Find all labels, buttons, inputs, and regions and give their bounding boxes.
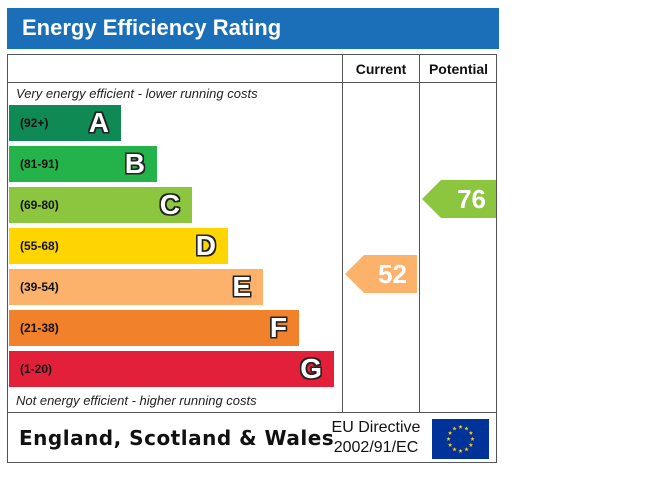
band-letter: G [300, 353, 322, 384]
eu-star [468, 442, 474, 447]
eu-star [447, 442, 453, 447]
eu-star [470, 436, 475, 441]
eu-star [452, 426, 457, 431]
band-letter: C [159, 189, 180, 220]
potential-arrow-polygon [422, 180, 496, 218]
eu-star [468, 430, 474, 435]
eu-flag-icon [432, 419, 489, 459]
band-range: (81-91) [20, 157, 59, 171]
band-range: (92+) [20, 116, 49, 130]
current-rating-arrow: 52 [345, 255, 417, 293]
band-letter: A [88, 107, 109, 138]
band-range: (21-38) [20, 321, 59, 335]
current-rating-value: 52 [378, 259, 407, 289]
eu-star [458, 424, 463, 429]
eu-directive-line2: 2002/91/EC [333, 439, 419, 456]
band-a: (92+) A [9, 105, 121, 141]
eu-star [447, 430, 453, 435]
eu-star [464, 426, 469, 431]
top-note: Very energy efficient - lower running co… [16, 86, 258, 101]
band-range: (1-20) [20, 362, 53, 376]
band-e: (39-54) E [9, 269, 263, 305]
band-letter: B [124, 148, 145, 179]
footer-divider [7, 412, 497, 413]
current-column-header: Current [355, 61, 407, 77]
band-range: (55-68) [20, 239, 59, 253]
band-letter: E [232, 271, 251, 302]
eu-star [464, 447, 469, 452]
band-range: (69-80) [20, 198, 59, 212]
eu-star [452, 447, 457, 452]
band-f: (21-38) F [9, 310, 299, 346]
current-arrow-shape [345, 255, 417, 293]
chart-title: Energy Efficiency Rating [22, 15, 282, 40]
potential-column-divider [419, 54, 420, 412]
header-divider [7, 82, 497, 83]
region-label: England, Scotland & Wales [19, 426, 335, 450]
eu-star [458, 448, 463, 453]
title-bar: Energy Efficiency Rating [7, 8, 499, 49]
band-d: (55-68) D [9, 228, 228, 264]
potential-column-header: Potential [428, 61, 489, 77]
potential-rating-arrow: 76 [422, 180, 496, 218]
potential-rating-value: 76 [457, 184, 486, 214]
band-c: (69-80) C [9, 187, 192, 223]
band-letter: F [269, 312, 287, 343]
current-arrow-polygon [345, 255, 417, 293]
eu-directive-line1: EU Directive [331, 419, 421, 436]
rating-table-frame [7, 54, 497, 463]
potential-arrow-shape [422, 180, 496, 218]
eu-directive-label: EU Directive 2002/91/EC [326, 418, 426, 458]
current-column-divider [342, 54, 343, 412]
band-g: (1-20) G [9, 351, 334, 387]
band-letter: D [195, 230, 216, 261]
band-b: (81-91) B [9, 146, 157, 182]
band-range: (39-54) [20, 280, 59, 294]
bottom-note: Not energy efficient - higher running co… [16, 393, 257, 408]
eu-star [446, 436, 451, 441]
eu-flag-stars [446, 424, 475, 453]
